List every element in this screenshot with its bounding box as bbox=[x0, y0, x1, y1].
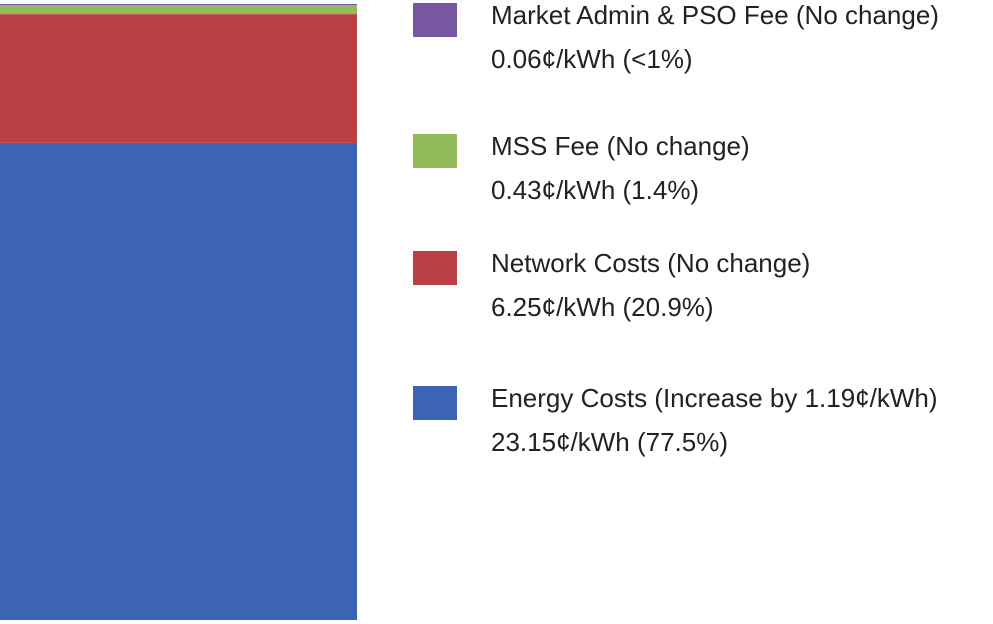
legend-label: Market Admin & PSO Fee (No change) bbox=[491, 0, 939, 30]
bar-segment bbox=[0, 142, 357, 620]
value-label: 0.06¢/kWh (<1%) bbox=[491, 44, 693, 74]
value-label: 0.43¢/kWh (1.4%) bbox=[491, 175, 699, 205]
bar-segment bbox=[0, 4, 357, 6]
value-label: 6.25¢/kWh (20.9%) bbox=[491, 292, 714, 322]
legend-label: MSS Fee (No change) bbox=[491, 131, 750, 161]
value-label: 23.15¢/kWh (77.5%) bbox=[491, 427, 728, 457]
legend-swatch bbox=[413, 251, 457, 285]
bar-segment bbox=[0, 14, 357, 143]
bar-segment bbox=[0, 5, 357, 15]
legend-label: Network Costs (No change) bbox=[491, 248, 810, 278]
legend-swatch bbox=[413, 134, 457, 168]
legend-swatch bbox=[413, 3, 457, 37]
legend-swatch bbox=[413, 386, 457, 420]
legend-label: Energy Costs (Increase by 1.19¢/kWh) bbox=[491, 383, 938, 413]
